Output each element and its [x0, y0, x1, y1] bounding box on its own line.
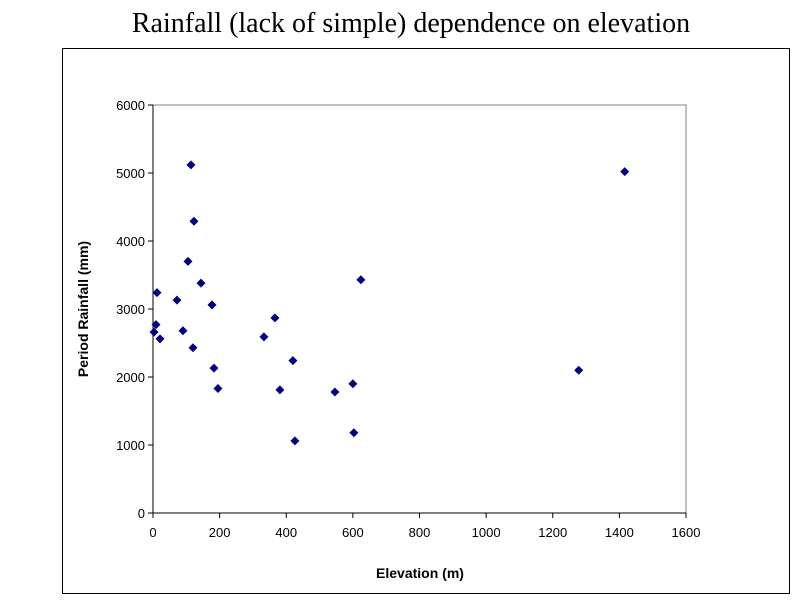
data-point	[574, 365, 584, 375]
data-point	[183, 256, 193, 266]
data-point	[186, 160, 196, 170]
x-axis-label: Elevation (m)	[376, 565, 464, 581]
y-tick-label: 1000	[116, 438, 145, 453]
y-tick-label: 6000	[116, 98, 145, 113]
data-point	[275, 385, 285, 395]
y-tick-label: 2000	[116, 370, 145, 385]
x-tick-label: 1200	[538, 525, 567, 540]
data-point	[290, 436, 300, 446]
data-point	[196, 278, 206, 288]
data-point	[330, 387, 340, 397]
x-tick-label: 1000	[472, 525, 501, 540]
data-point	[209, 363, 219, 373]
data-point	[207, 300, 217, 310]
x-tick-label: 800	[409, 525, 431, 540]
data-point	[172, 295, 182, 305]
data-point	[149, 327, 159, 337]
plot-area	[152, 104, 687, 514]
data-point	[155, 334, 165, 344]
chart-title: Rainfall (lack of simple) dependence on …	[131, 8, 691, 39]
chart-frame	[62, 48, 790, 594]
data-point	[151, 320, 161, 330]
x-tick-label: 600	[342, 525, 364, 540]
data-point	[213, 384, 223, 394]
data-point	[356, 275, 366, 285]
x-tick-label: 0	[149, 525, 156, 540]
data-point	[178, 326, 188, 336]
data-point	[189, 216, 199, 226]
data-point	[349, 428, 359, 438]
x-tick-label: 1600	[672, 525, 701, 540]
y-tick-label: 0	[138, 506, 145, 521]
x-tick-label: 400	[275, 525, 297, 540]
data-point	[152, 288, 162, 298]
y-axis-label: Period Rainfall (mm)	[75, 241, 91, 377]
data-point	[259, 332, 269, 342]
y-tick-label: 3000	[116, 302, 145, 317]
x-tick-label: 1400	[605, 525, 634, 540]
data-point	[188, 343, 198, 353]
x-tick-label: 200	[209, 525, 231, 540]
data-point	[348, 379, 358, 389]
data-point	[288, 356, 298, 366]
y-tick-label: 4000	[116, 234, 145, 249]
data-point	[270, 313, 280, 323]
y-tick-label: 5000	[116, 166, 145, 181]
data-point	[620, 167, 630, 177]
